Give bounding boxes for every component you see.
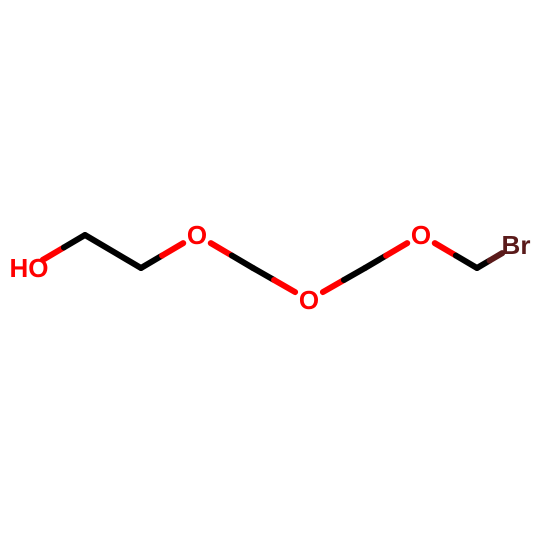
atom-label-o1: O: [187, 220, 207, 250]
atom-label-ho: HO: [10, 253, 49, 283]
diagram-background: [0, 0, 533, 533]
atom-label-br: Br: [502, 230, 531, 260]
atom-label-o2: O: [299, 285, 319, 315]
molecule-diagram: HO O O O Br: [0, 0, 533, 533]
atom-label-o3: O: [411, 220, 431, 250]
